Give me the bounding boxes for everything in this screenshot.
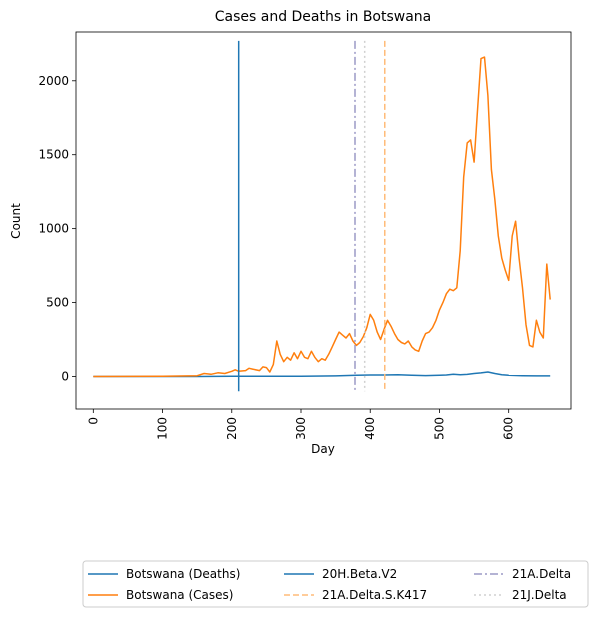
legend-label: Botswana (Deaths)	[126, 567, 240, 581]
y-tick-label: 2000	[38, 74, 69, 88]
plot-area	[76, 32, 571, 409]
y-axis: 0 500 1000 1500 2000	[38, 74, 76, 384]
x-tick-label: 100	[156, 417, 170, 440]
y-tick-label: 1500	[38, 148, 69, 162]
y-tick-label: 0	[61, 369, 69, 383]
x-axis: 0 100 200 300 400 500 600	[86, 409, 515, 440]
x-tick-label: 300	[294, 417, 308, 440]
legend-label: 21A.Delta	[512, 567, 571, 581]
legend-label: 21J.Delta	[512, 588, 567, 602]
legend-label: Botswana (Cases)	[126, 588, 233, 602]
chart-title: Cases and Deaths in Botswana	[215, 9, 432, 25]
x-tick-label: 500	[432, 417, 446, 440]
x-axis-label: Day	[311, 442, 335, 456]
y-tick-label: 500	[46, 296, 69, 310]
legend: Botswana (Deaths) Botswana (Cases) 20H.Bet…	[83, 561, 588, 607]
y-axis-label: Count	[9, 203, 23, 239]
legend-label: 20H.Beta.V2	[322, 567, 397, 581]
series-line-2	[93, 57, 550, 376]
x-tick-label: 400	[363, 417, 377, 440]
x-tick-label: 200	[225, 417, 239, 440]
legend-label: 21A.Delta.S.K417	[322, 588, 427, 602]
x-tick-label: 0	[86, 417, 100, 425]
y-tick-label: 1000	[38, 222, 69, 236]
x-tick-label: 600	[502, 417, 516, 440]
